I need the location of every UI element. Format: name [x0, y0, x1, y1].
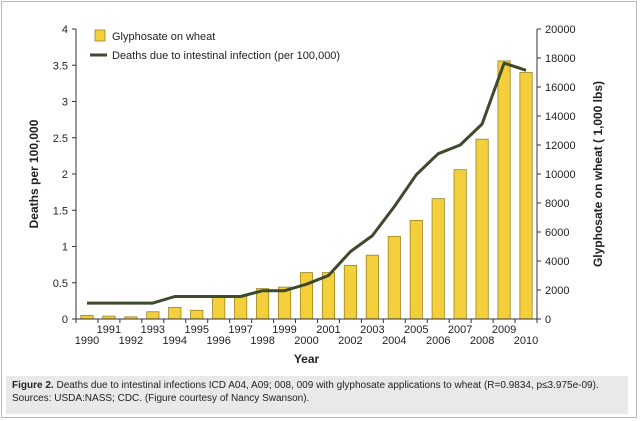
bar: [168, 306, 182, 320]
x-axis-tick-label: 1997: [228, 324, 252, 336]
x-axis-tick-label: 2010: [514, 335, 538, 347]
x-axis-tick-label: 1996: [206, 335, 230, 347]
right-axis-title: Glyphosate on wheat ( 1,000 lbs): [591, 81, 605, 267]
bar: [343, 264, 357, 320]
x-axis-tick-label: 1995: [184, 324, 208, 336]
right-axis-tick-label: 6000: [545, 227, 569, 239]
x-axis-tick-label: 1993: [141, 324, 165, 336]
bar: [321, 272, 335, 320]
left-axis-tick-label: 1.5: [53, 205, 68, 217]
left-axis-tick-label: 3.5: [53, 60, 68, 72]
left-axis-title: Deaths per 100,000: [27, 119, 41, 228]
x-axis-tick-label: 2000: [294, 335, 318, 347]
right-axis-tick-label: 10000: [545, 169, 576, 181]
series-line: [87, 61, 527, 305]
x-axis-tick-label: 2009: [492, 324, 516, 336]
x-axis-tick-label: 2005: [404, 324, 428, 336]
x-axis-tick-label: 2001: [316, 324, 340, 336]
x-axis-tick-label: 1998: [250, 335, 274, 347]
left-axis-tick-label: 4: [62, 24, 68, 36]
caption-label: Figure 2.: [12, 380, 54, 391]
bar: [497, 60, 511, 320]
bar: [365, 254, 379, 320]
x-axis-tick-label: 2002: [338, 335, 362, 347]
right-axis-tick-label: 4000: [545, 256, 569, 268]
bar: [299, 272, 314, 320]
left-axis-tick-label: 0.5: [53, 278, 68, 290]
right-axis-tick-label: 16000: [545, 82, 576, 94]
x-axis-tick-label: 1991: [97, 324, 121, 336]
bar: [190, 309, 204, 320]
bar: [387, 235, 401, 320]
x-axis-tick-label: 2007: [448, 324, 472, 336]
right-axis-tick-label: 8000: [545, 198, 569, 210]
x-axis-title: Year: [294, 352, 320, 366]
left-axis-tick-label: 2.5: [53, 133, 68, 145]
bar: [475, 138, 489, 320]
right-axis-tick-label: 14000: [545, 111, 576, 123]
bar: [409, 219, 423, 320]
bar: [212, 296, 226, 320]
x-axis-tick-label: 1990: [75, 335, 99, 347]
right-axis-tick-label: 20000: [545, 24, 576, 36]
figure-caption: Figure 2. Deaths due to intestinal infec…: [6, 376, 628, 414]
legend-line-label: Deaths due to intestinal infection (per …: [112, 50, 340, 62]
legend-bar-label: Glyphosate on wheat: [112, 31, 215, 43]
right-axis-tick-label: 0: [545, 314, 551, 326]
caption-text: Deaths due to intestinal infections ICD …: [12, 380, 599, 404]
x-axis-tick-label: 2004: [382, 335, 406, 347]
legend-bar-swatch: [94, 29, 106, 42]
x-axis-tick-label: 2006: [426, 335, 450, 347]
bar: [80, 314, 94, 320]
bar: [146, 311, 160, 320]
x-axis-tick-label: 1992: [119, 335, 143, 347]
right-axis-tick-label: 2000: [545, 285, 569, 297]
right-axis-tick-label: 18000: [545, 53, 576, 65]
bar: [431, 198, 445, 320]
right-axis-tick-label: 12000: [545, 140, 576, 152]
left-axis-tick-label: 1: [62, 242, 68, 254]
bar: [453, 169, 467, 320]
x-axis-tick-label: 2003: [360, 324, 384, 336]
x-axis-tick-label: 1994: [163, 335, 187, 347]
left-axis-tick-label: 2: [62, 169, 68, 181]
x-axis-tick-label: 2008: [470, 335, 494, 347]
bar: [234, 295, 248, 320]
left-axis-tick-label: 3: [62, 97, 68, 109]
bar: [519, 72, 533, 320]
left-axis-tick-label: 0: [62, 314, 68, 326]
x-axis-tick-label: 1999: [272, 324, 296, 336]
